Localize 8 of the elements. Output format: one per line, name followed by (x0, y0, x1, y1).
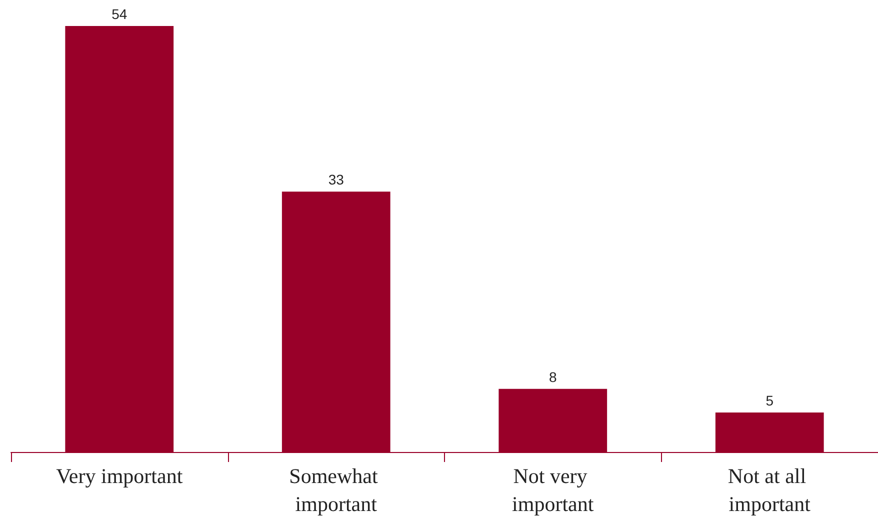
data-label: 33 (328, 172, 344, 188)
data-label: 5 (766, 392, 774, 409)
x-tick-label: Not very important (512, 464, 594, 516)
data-label: 8 (548, 368, 557, 385)
data-label: 54 (112, 6, 128, 22)
x-tick-label: Somewhat important (289, 464, 384, 516)
x-tick-label: Not at all important (728, 464, 812, 516)
x-tick-label: Very important (56, 464, 183, 488)
